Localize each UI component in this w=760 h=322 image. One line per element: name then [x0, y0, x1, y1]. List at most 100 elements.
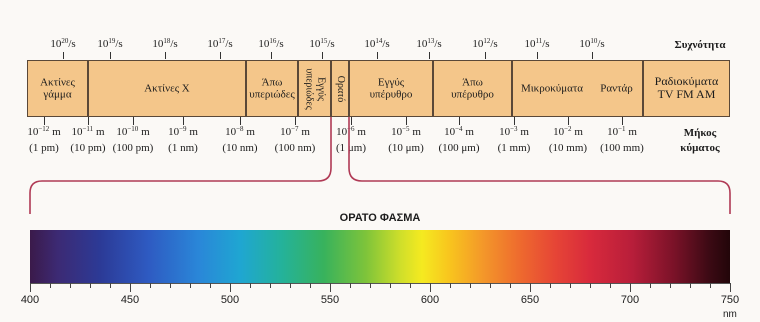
frequency-axis-title: Συχνότητα: [674, 39, 726, 51]
nm-major-tick: [30, 283, 31, 292]
band-label-near-ir: Εγγύς υπέρυθρο: [369, 75, 413, 101]
frequency-tick: [271, 52, 272, 59]
frequency-tick-label: 1018/s: [152, 37, 178, 51]
frequency-tick: [220, 52, 221, 59]
nm-minor-tick: [270, 283, 271, 288]
nm-minor-tick: [550, 283, 551, 288]
nm-tick-label: 450: [120, 294, 140, 306]
wavelength-tick-label: 10−11 m (10 pm): [70, 125, 106, 154]
nm-minor-tick: [670, 283, 671, 288]
band-label-microwave: Μικροκύματα: [520, 82, 584, 95]
nm-major-tick: [730, 283, 731, 292]
connector-left-curve: [29, 117, 332, 214]
frequency-tick-label: 1020/s: [50, 37, 76, 51]
visible-spectrum-title: ΟΡΑΤΟ ΦΑΣΜΑ: [339, 212, 421, 224]
frequency-tick-label: 1010/s: [579, 37, 605, 51]
nm-minor-tick: [190, 283, 191, 288]
wavelength-tick: [88, 117, 89, 125]
nm-minor-tick: [370, 283, 371, 288]
band-microwave: Μικροκύματα: [512, 60, 591, 117]
frequency-tick-label: 1016/s: [258, 37, 284, 51]
band-label-far-ir: Άπω υπέρυθρο: [451, 75, 494, 101]
wavelength-tick: [240, 117, 241, 125]
frequency-tick: [537, 52, 538, 59]
wavelength-tick: [622, 117, 623, 125]
nm-minor-tick: [610, 283, 611, 288]
band-xray: Ακτίνες Χ: [88, 60, 246, 117]
nm-tick-label: 500: [220, 294, 240, 306]
nm-major-tick: [530, 283, 531, 292]
band-radio: Ραδιοκύματα TV FM AM: [643, 60, 730, 117]
wavelength-tick-label: 10−7 m (100 nm): [274, 125, 316, 154]
wavelength-tick-label: 10−8 m (10 nm): [222, 125, 258, 154]
nm-tick-label: 700: [620, 294, 640, 306]
band-far-ir: Άπω υπέρυθρο: [433, 60, 512, 117]
frequency-tick: [322, 52, 323, 59]
wavelength-tick-label: 10−9 m (1 nm): [168, 125, 198, 154]
nm-minor-tick: [110, 283, 111, 288]
nm-minor-tick: [310, 283, 311, 288]
wavelength-tick-label: 10−1 m (100 mm): [600, 125, 644, 154]
nm-tick-label: 550: [320, 294, 340, 306]
band-label-radio: Ραδιοκύματα TV FM AM: [654, 73, 719, 102]
frequency-tick-label: 1017/s: [207, 37, 233, 51]
wavelength-tick: [459, 117, 460, 125]
nm-minor-tick: [650, 283, 651, 288]
frequency-tick: [429, 52, 430, 59]
wavelength-tick: [44, 117, 45, 125]
nm-major-tick: [230, 283, 231, 292]
band-radar: Ραντάρ: [591, 60, 643, 117]
frequency-tick-label: 1014/s: [364, 37, 390, 51]
wavelength-tick-label: 10−10 m (100 pm): [112, 125, 154, 154]
wavelength-tick: [183, 117, 184, 125]
band-visible: Ορατό: [331, 60, 349, 117]
nm-minor-tick: [410, 283, 411, 288]
frequency-tick: [377, 52, 378, 59]
band-gamma: Ακτίνες γάμμα: [27, 60, 88, 117]
nm-minor-tick: [50, 283, 51, 288]
band-label-far-uv: Άπω υπεριώδες: [249, 75, 295, 101]
frequency-tick-label: 1011/s: [524, 37, 550, 51]
nm-minor-tick: [470, 283, 471, 288]
nm-minor-tick: [570, 283, 571, 288]
nm-minor-tick: [250, 283, 251, 288]
nm-axis-unit: nm: [723, 309, 737, 320]
frequency-tick: [165, 52, 166, 59]
nm-minor-tick: [210, 283, 211, 288]
nm-minor-tick: [290, 283, 291, 288]
wavelength-tick: [295, 117, 296, 125]
nm-tick-label: 650: [520, 294, 540, 306]
nm-tick-label: 600: [420, 294, 440, 306]
nm-tick-label: 750: [720, 294, 740, 306]
nm-minor-tick: [710, 283, 711, 288]
band-label-gamma: Ακτίνες γάμμα: [40, 75, 75, 101]
band-label-xray: Ακτίνες Χ: [144, 82, 190, 95]
wavelength-tick-label: 10−12 m (1 pm): [27, 125, 61, 154]
wavelength-tick: [133, 117, 134, 125]
band-label-radar: Ραντάρ: [600, 82, 633, 95]
band-far-uv: Άπω υπεριώδες: [246, 60, 298, 117]
nm-major-tick: [430, 283, 431, 292]
nm-major-tick: [330, 283, 331, 292]
band-near-uv: Εγγύς υπεριώδες: [298, 60, 331, 117]
nm-minor-tick: [510, 283, 511, 288]
frequency-tick-label: 1015/s: [309, 37, 335, 51]
band-near-ir: Εγγύς υπέρυθρο: [349, 60, 433, 117]
frequency-tick: [485, 52, 486, 59]
visible-spectrum-gradient: [30, 230, 730, 283]
nm-minor-tick: [690, 283, 691, 288]
wavelength-tick: [406, 117, 407, 125]
nm-minor-tick: [70, 283, 71, 288]
wavelength-tick-label: 10−6 m (1 μm): [335, 125, 367, 154]
wavelength-tick: [514, 117, 515, 125]
wavelength-tick-label: 10−3 m (1 mm): [497, 125, 531, 154]
wavelength-tick-label: 10−2 m (10 mm): [548, 125, 588, 154]
connector-right-curve: [348, 117, 731, 214]
wavelength-tick: [351, 117, 352, 125]
frequency-tick-label: 1012/s: [472, 37, 498, 51]
frequency-tick: [592, 52, 593, 59]
nm-major-tick: [630, 283, 631, 292]
wavelength-axis-title: Μήκος κύματος: [680, 127, 720, 154]
frequency-tick: [63, 52, 64, 59]
